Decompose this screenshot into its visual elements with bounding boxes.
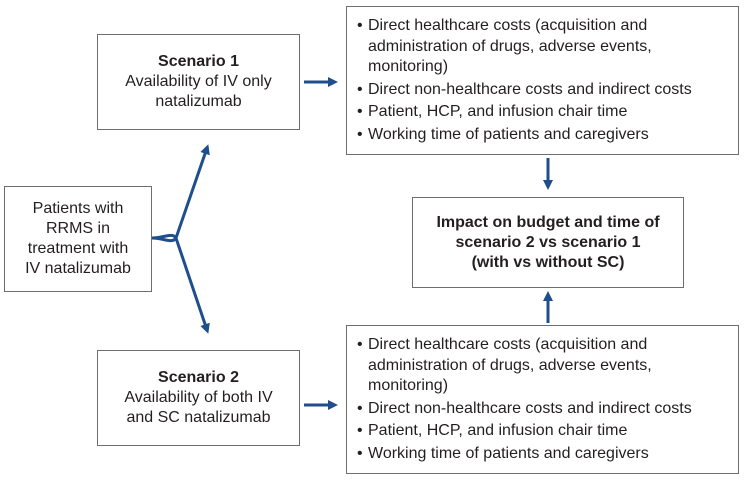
cost-item: Direct non-healthcare costs and indirect… — [357, 399, 730, 420]
cost-item: Working time of patients and caregivers — [357, 444, 730, 465]
branch-to-scenario-2-arrow — [151, 233, 210, 334]
costs-scenario-2-box: Direct healthcare costs (acquisition and… — [346, 325, 739, 474]
impact-line-3: (with vs without SC) — [471, 253, 625, 271]
scenario-2-box: Scenario 2 Availability of both IV and S… — [97, 350, 300, 446]
patients-line-4: IV natalizumab — [25, 260, 131, 277]
scenario-2-title: Scenario 2 — [158, 369, 239, 386]
scenario-1-line-1: Availability of IV only — [125, 73, 272, 90]
scenario-1-box: Scenario 1 Availability of IV only natal… — [97, 34, 300, 130]
impact-line-1: Impact on budget and time of — [436, 213, 660, 231]
cost-item: Working time of patients and caregivers — [357, 125, 730, 146]
scenario-2-line-1: Availability of both IV — [124, 389, 273, 406]
impact-box: Impact on budget and time of scenario 2 … — [412, 197, 684, 288]
costs-scenario-2-list: Direct healthcare costs (acquisition and… — [357, 335, 730, 464]
cost-item: Direct healthcare costs (acquisition and… — [357, 335, 730, 397]
scenario-2-line-2: and SC natalizumab — [126, 409, 271, 426]
costs-scenario-1-box: Direct healthcare costs (acquisition and… — [346, 6, 739, 155]
cost-item: Direct healthcare costs (acquisition and… — [357, 16, 730, 78]
patients-box: Patients with RRMS in treatment with IV … — [4, 186, 152, 292]
impact-line-2: scenario 2 vs scenario 1 — [455, 233, 641, 251]
patients-line-3: treatment with — [27, 240, 129, 257]
patients-line-1: Patients with — [32, 200, 124, 217]
scenario-1-line-2: natalizumab — [155, 93, 242, 110]
cost-item: Patient, HCP, and infusion chair time — [357, 421, 730, 442]
scenario-1-title: Scenario 1 — [158, 53, 239, 70]
cost-item: Patient, HCP, and infusion chair time — [357, 102, 730, 123]
branch-to-scenario-1-arrow — [151, 144, 210, 243]
patients-line-2: RRMS in — [45, 220, 110, 237]
costs-scenario-1-list: Direct healthcare costs (acquisition and… — [357, 16, 730, 145]
cost-item: Direct non-healthcare costs and indirect… — [357, 80, 730, 101]
